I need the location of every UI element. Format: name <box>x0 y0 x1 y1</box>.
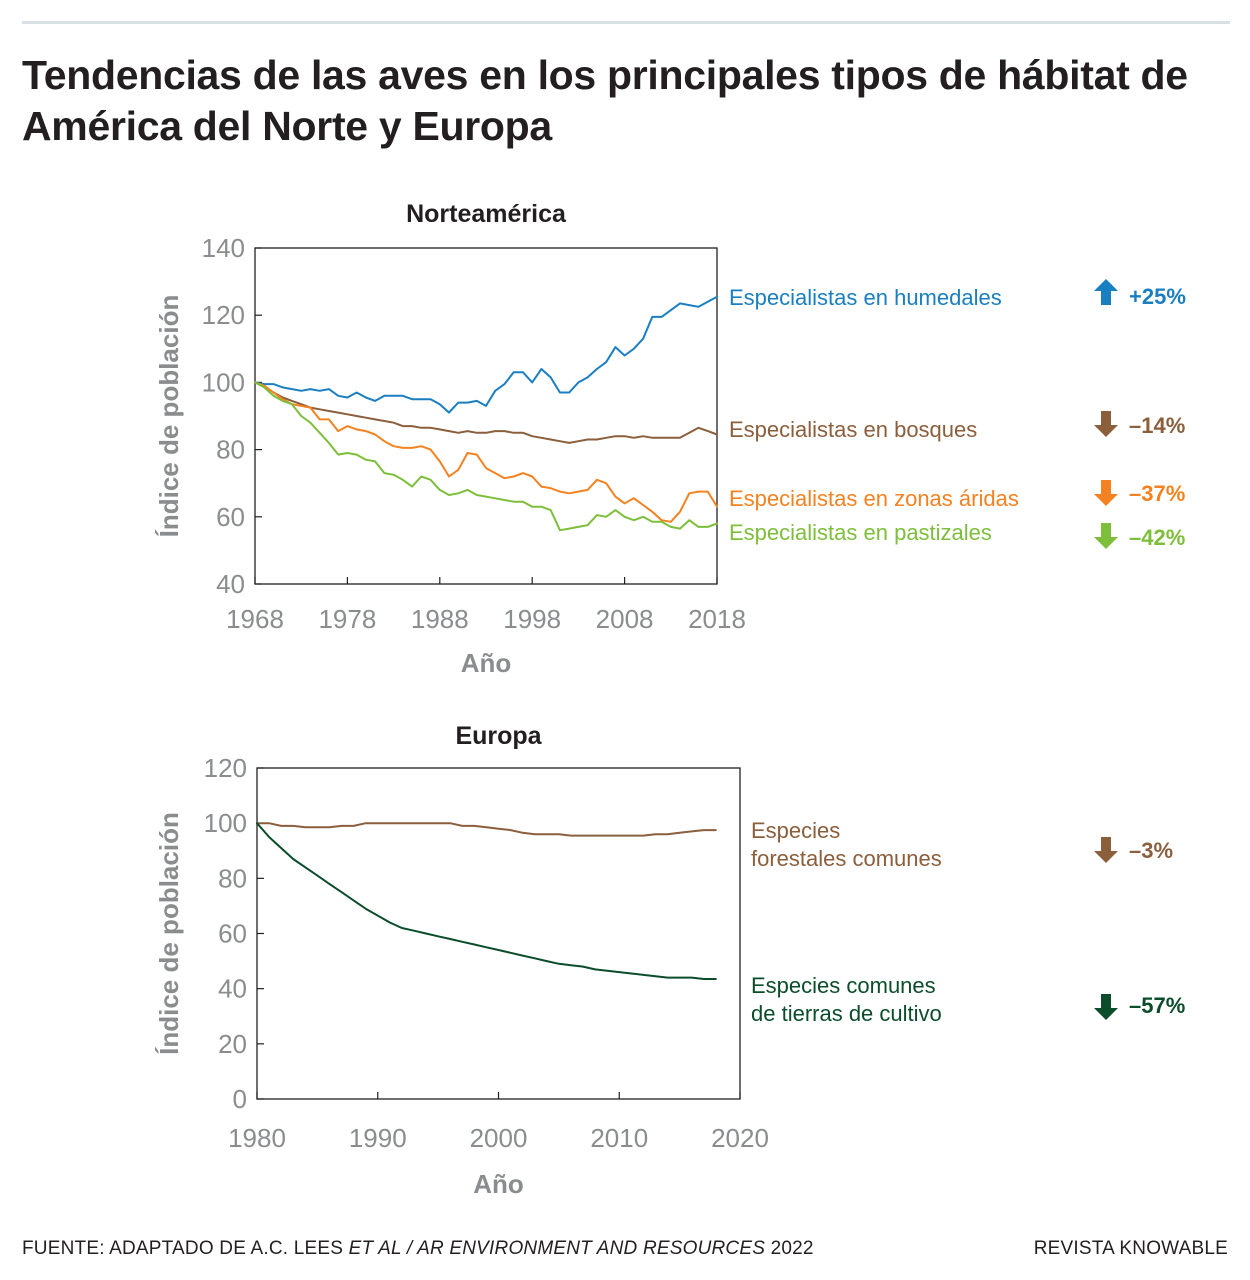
na-series-change-2: –14% <box>1129 413 1185 438</box>
eu-x-tick-label: 1990 <box>349 1123 407 1153</box>
eu-y-tick-label: 20 <box>218 1029 247 1059</box>
na-x-tick-label: 1978 <box>318 604 376 634</box>
na-x-tick-label: 1998 <box>503 604 561 634</box>
na-series-change-1: +25% <box>1129 284 1186 309</box>
na-chart-title: Norteamérica <box>406 200 567 228</box>
na-series-label-3: Especialistas en zonas áridas <box>729 486 1019 511</box>
na-y-tick-label: 100 <box>202 367 245 397</box>
eu-plot-frame <box>256 767 741 1100</box>
eu-x-tick-label: 1980 <box>228 1123 286 1153</box>
eu-y-tick-label: 60 <box>218 919 247 949</box>
eu-series-label-1: Especies <box>751 818 840 843</box>
eu-series-label-2-line2: de tierras de cultivo <box>751 1001 942 1026</box>
na-x-tick-label: 2008 <box>596 604 654 634</box>
eu-series-change-2: –57% <box>1129 993 1185 1018</box>
eu-series-label-1-line2: forestales comunes <box>751 846 942 871</box>
eu-series-change-1: –3% <box>1129 838 1173 863</box>
eu-chart-title: Europa <box>455 722 542 750</box>
source-italic: ET AL / AR ENVIRONMENT AND RESOURCES <box>348 1238 766 1259</box>
eu-x-axis-label: Año <box>473 1169 524 1199</box>
source-prefix: FUENTE: ADAPTADO DE A.C. LEES <box>22 1238 349 1259</box>
eu-series-line-2 <box>256 822 717 980</box>
na-y-tick-label: 40 <box>216 569 245 599</box>
na-series-change-4: –42% <box>1129 525 1185 550</box>
eu-series-line-1 <box>256 822 717 837</box>
na-y-tick-label: 80 <box>216 435 245 465</box>
na-series-label-4: Especialistas en pastizales <box>729 520 992 545</box>
charts-canvas: Norteamérica 40 60 80 100 120 140 1968 1978 1988 1… <box>154 200 1186 1199</box>
na-y-tick-label: 60 <box>216 502 245 532</box>
na-series-line-1 <box>254 295 718 414</box>
arrow-down-icon <box>1094 523 1118 549</box>
eu-y-tick-label: 120 <box>204 753 247 783</box>
na-series-line-4 <box>254 381 718 532</box>
arrow-down-icon <box>1094 480 1118 506</box>
eu-x-tick-label: 2020 <box>711 1123 769 1153</box>
arrow-down-icon <box>1094 994 1118 1020</box>
credit: REVISTA KNOWABLE <box>1033 1238 1228 1259</box>
na-series-line-2 <box>254 381 718 444</box>
eu-y-axis-label: Índice de población <box>154 812 184 1055</box>
eu-y-tick-label: 0 <box>233 1084 247 1114</box>
na-x-tick-label: 2018 <box>688 604 746 634</box>
na-plot-frame <box>254 247 718 585</box>
na-series-label-2: Especialistas en bosques <box>729 417 977 442</box>
eu-x-tick-label: 2000 <box>470 1123 528 1153</box>
source-note: FUENTE: ADAPTADO DE A.C. LEES ET AL / AR… <box>22 1238 814 1260</box>
arrow-down-icon <box>1094 837 1118 863</box>
na-y-tick-label: 120 <box>202 300 245 330</box>
na-x-tick-label: 1968 <box>226 604 284 634</box>
na-series-label-1: Especialistas en humedales <box>729 285 1002 310</box>
na-y-tick-label: 140 <box>202 233 245 263</box>
na-x-axis-label: Año <box>461 648 512 678</box>
eu-y-tick-label: 80 <box>218 863 247 893</box>
top-rule <box>22 21 1230 24</box>
arrow-up-icon <box>1094 279 1118 305</box>
eu-y-tick-label: 100 <box>204 808 247 838</box>
source-suffix: 2022 <box>765 1238 814 1259</box>
na-y-axis-label: Índice de población <box>154 295 184 538</box>
eu-y-tick-label: 40 <box>218 974 247 1004</box>
arrow-down-icon <box>1094 411 1118 437</box>
eu-series-label-2: Especies comunes <box>751 973 936 998</box>
page-title: Tendencias de las aves en los principale… <box>22 52 1188 149</box>
na-x-tick-label: 1988 <box>411 604 469 634</box>
na-series-line-3 <box>254 381 718 523</box>
eu-x-tick-label: 2010 <box>590 1123 648 1153</box>
na-series-change-3: –37% <box>1129 481 1185 506</box>
